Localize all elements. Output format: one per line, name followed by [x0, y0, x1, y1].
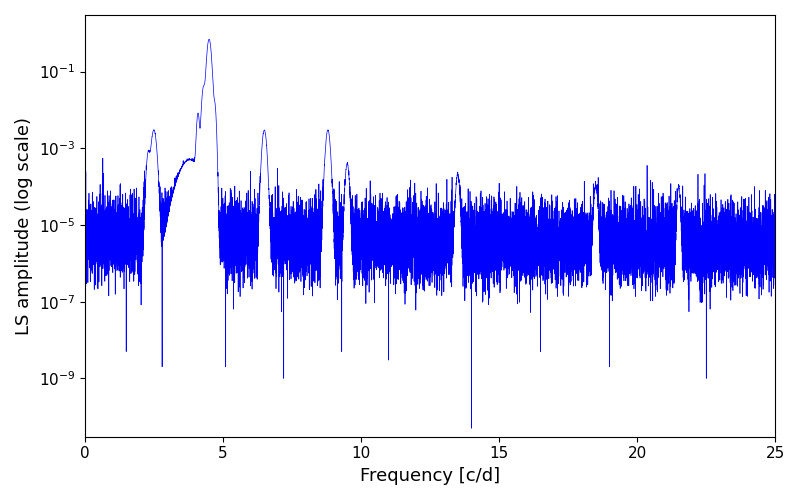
Y-axis label: LS amplitude (log scale): LS amplitude (log scale) [15, 117, 33, 335]
X-axis label: Frequency [c/d]: Frequency [c/d] [360, 467, 500, 485]
